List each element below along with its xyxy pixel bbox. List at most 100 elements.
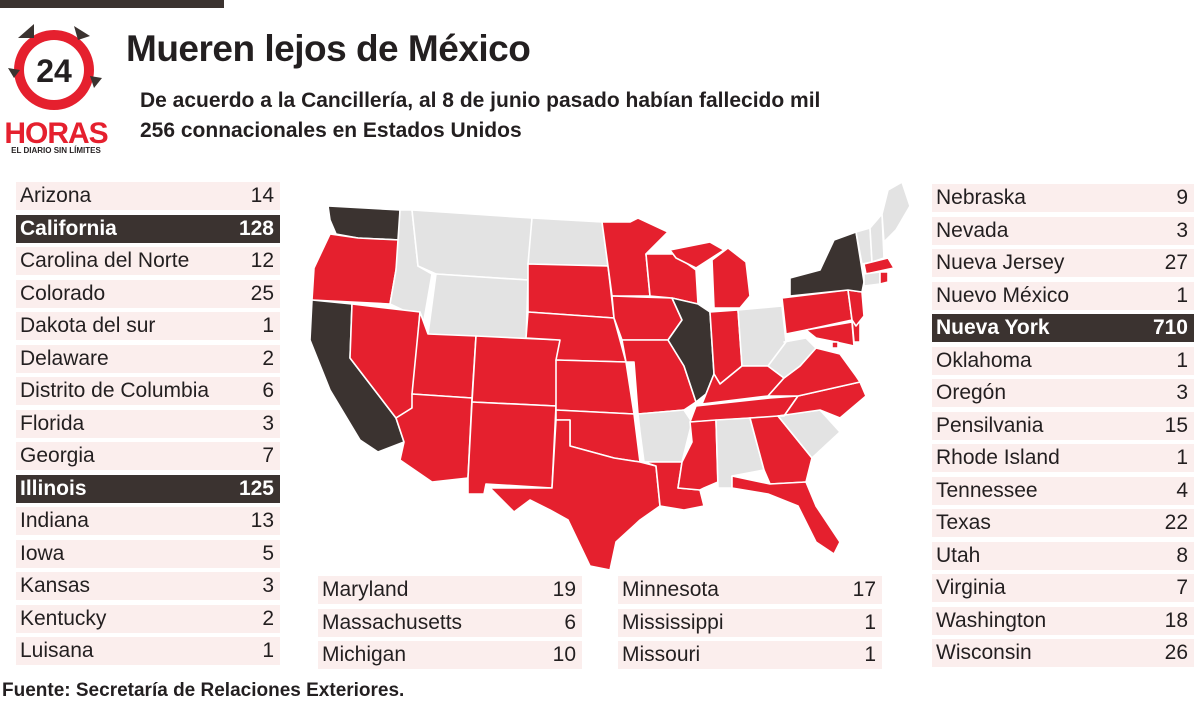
table-row: Colorado 25: [16, 279, 280, 308]
table-row: Indiana 13: [16, 507, 280, 535]
state-texas: [489, 419, 661, 571]
state-district-of-columbia: [831, 341, 839, 349]
state-michigan: [711, 247, 751, 309]
death-count: 3: [1176, 218, 1188, 242]
death-count: 17: [852, 578, 876, 601]
state-name: Missouri: [622, 643, 701, 666]
state-michigan-upper: [669, 241, 725, 269]
table-row: Dakota del sur 1: [16, 312, 280, 340]
table-row: Nevada 3: [932, 216, 1194, 245]
death-count: 1: [864, 610, 876, 634]
death-count: 27: [1164, 251, 1188, 274]
table-row: Missouri 1: [618, 641, 882, 669]
state-florida: [731, 475, 841, 555]
table-row: Kansas 3: [16, 572, 280, 600]
state-name: Tennessee: [936, 478, 1038, 502]
death-count: 1: [864, 643, 876, 666]
state-name: Kentucky: [20, 606, 107, 630]
state-west-virginia: [767, 337, 817, 379]
table-row: Massachusetts 6: [318, 608, 582, 637]
death-count: 19: [552, 578, 576, 601]
death-count: 2: [262, 346, 274, 370]
state-kansas: [555, 359, 635, 415]
death-count: 8: [1176, 543, 1188, 567]
table-row: Minnesota 17: [618, 576, 882, 604]
table-row: Iowa 5: [16, 539, 280, 568]
state-north-dakota: [527, 217, 609, 267]
death-count: 125: [238, 476, 274, 500]
state-name: Florida: [20, 411, 85, 435]
table-row: Nueva Jersey 27: [932, 249, 1194, 277]
table-row: Virginia 7: [932, 574, 1194, 602]
state-wyoming: [427, 273, 529, 343]
table-row: Michigan 10: [318, 641, 582, 669]
death-count: 4: [1176, 478, 1188, 502]
state-name: Indiana: [20, 509, 89, 532]
state-connecticut: [863, 271, 881, 287]
table-row: Mississippi 1: [618, 608, 882, 637]
death-count: 1: [262, 314, 274, 337]
death-count: 6: [564, 610, 576, 634]
state-name: Maryland: [322, 578, 409, 601]
usa-map: [309, 181, 911, 571]
death-count: 18: [1164, 608, 1188, 632]
death-count: 12: [250, 249, 274, 272]
death-count: 15: [1164, 413, 1188, 437]
state-name: California: [20, 216, 117, 240]
svg-text:24: 24: [36, 53, 72, 89]
state-name: Carolina del Norte: [20, 249, 190, 272]
state-name: Oregón: [936, 381, 1007, 404]
table-row: Oklahoma 1: [932, 346, 1194, 375]
state-iowa: [611, 295, 683, 341]
state-arkansas: [637, 409, 693, 463]
state-name: Distrito de Columbia: [20, 379, 210, 402]
state-table-middle-b: Minnesota 17 Mississippi 1 Missouri 1: [618, 576, 882, 674]
state-name: Minnesota: [622, 578, 719, 601]
state-montana: [411, 209, 533, 281]
table-row: Delaware 2: [16, 344, 280, 373]
table-row: Florida 3: [16, 409, 280, 438]
state-name: Oklahoma: [936, 348, 1032, 372]
state-name: Delaware: [20, 346, 109, 370]
death-count: 1: [1176, 348, 1188, 372]
page-title: Mueren lejos de México: [126, 28, 531, 69]
death-count: 710: [1152, 316, 1188, 339]
death-count: 10: [552, 643, 576, 666]
state-name: Massachusetts: [322, 610, 463, 634]
state-oregon: [311, 233, 401, 305]
state-table-right: Nebraska 9 Nevada 3 Nueva Jersey 27 Nuevo Méxi…: [932, 184, 1194, 672]
death-count: 14: [250, 184, 274, 207]
state-name: Rhode Island: [936, 446, 1060, 469]
table-row: Georgia 7: [16, 442, 280, 470]
source-note: Fuente: Secretaría de Relaciones Exterio…: [2, 680, 405, 701]
death-count: 25: [250, 281, 274, 305]
table-row: Texas 22: [932, 509, 1194, 537]
state-new-mexico: [467, 401, 557, 495]
table-row: Tennessee 4: [932, 476, 1194, 505]
state-name: Texas: [936, 511, 991, 534]
state-name: Pensilvania: [936, 413, 1044, 437]
state-maryland: [805, 321, 855, 347]
state-maine: [881, 181, 911, 243]
state-colorado: [471, 335, 561, 407]
table-row: Luisana 1: [16, 637, 280, 665]
state-new-hampshire: [869, 213, 885, 263]
top-accent-bar: [0, 0, 224, 8]
state-name: Arizona: [20, 184, 92, 207]
table-row: Distrito de Columbia 6: [16, 377, 280, 405]
state-name: Virginia: [936, 576, 1006, 599]
state-name: Colorado: [20, 281, 106, 305]
logo-24-horas: 24 HORAS EL DIARIO SIN LÍMITES: [4, 18, 109, 158]
death-count: 7: [1176, 576, 1188, 599]
state-table-left: Arizona 14 California 128 Carolina del Norte…: [16, 182, 280, 670]
logo-badge: 24: [8, 24, 102, 110]
table-row: Nueva York 710: [932, 314, 1194, 342]
death-count: 3: [262, 411, 274, 435]
state-illinois: [667, 297, 715, 403]
state-table-middle-a: Maryland 19 Massachusetts 6 Michigan 10: [318, 576, 582, 674]
table-row: Illinois 125: [16, 474, 280, 503]
table-row: Pensilvania 15: [932, 411, 1194, 440]
state-name: Iowa: [20, 541, 65, 565]
state-south-dakota: [527, 263, 615, 319]
table-row: Nebraska 9: [932, 184, 1194, 212]
